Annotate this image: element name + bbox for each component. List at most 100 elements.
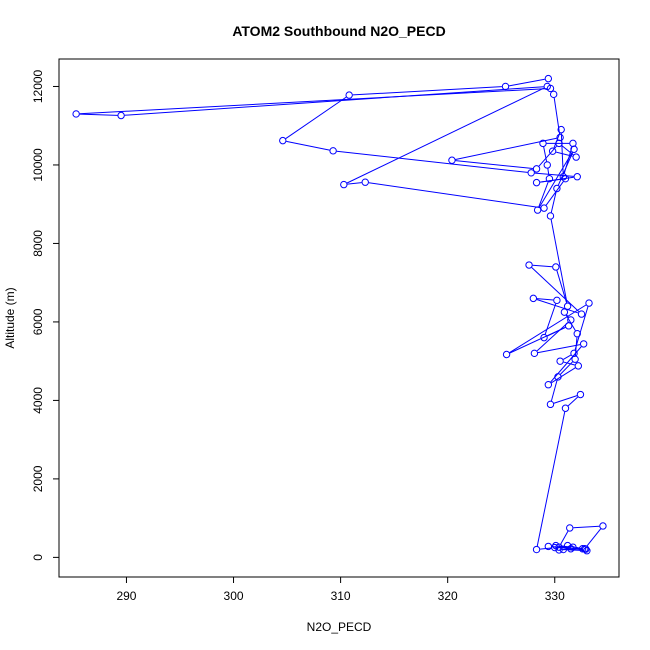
data-point bbox=[574, 362, 583, 370]
data-point bbox=[525, 261, 533, 269]
data-point bbox=[345, 91, 353, 99]
data-point bbox=[556, 357, 564, 365]
data-point bbox=[561, 404, 570, 412]
series-segment bbox=[368, 182, 541, 209]
data-point bbox=[549, 90, 558, 99]
data-point bbox=[548, 147, 557, 155]
data-point bbox=[552, 263, 560, 271]
series-segment bbox=[124, 86, 544, 116]
data-point bbox=[581, 545, 589, 553]
series-segment bbox=[536, 322, 569, 352]
data-point bbox=[530, 349, 539, 358]
data-point bbox=[279, 136, 287, 145]
data-point bbox=[578, 545, 587, 553]
data-point bbox=[571, 355, 579, 363]
data-point bbox=[569, 139, 577, 148]
x-tick-label: 330 bbox=[545, 589, 565, 603]
series-segment bbox=[574, 337, 578, 356]
series-segment bbox=[531, 267, 580, 312]
data-point bbox=[560, 308, 569, 316]
series-segment bbox=[79, 88, 547, 115]
x-tick-label: 290 bbox=[116, 589, 136, 603]
data-point bbox=[576, 390, 585, 399]
series-segment bbox=[352, 86, 502, 96]
data-point bbox=[554, 373, 562, 381]
series-segment bbox=[550, 191, 557, 213]
series-segment bbox=[539, 152, 573, 208]
y-tick-label: 8000 bbox=[31, 230, 45, 257]
series-segment bbox=[553, 97, 561, 134]
data-point bbox=[555, 543, 563, 551]
data-point bbox=[544, 381, 553, 389]
data-point bbox=[532, 165, 541, 173]
series-segment bbox=[536, 411, 566, 547]
series-segment bbox=[566, 314, 569, 318]
series-segment bbox=[508, 78, 545, 87]
y-tick-label: 4000 bbox=[31, 387, 45, 414]
data-point bbox=[566, 524, 574, 532]
data-point bbox=[329, 147, 337, 155]
data-point bbox=[545, 174, 554, 183]
data-point bbox=[599, 522, 607, 530]
y-tick-label: 12000 bbox=[31, 69, 45, 103]
series-segment bbox=[550, 346, 582, 383]
data-point bbox=[546, 400, 555, 409]
series-segment bbox=[550, 219, 568, 303]
series-segment bbox=[556, 270, 568, 303]
series-segment bbox=[563, 361, 575, 366]
series-segment bbox=[79, 113, 118, 116]
data-point bbox=[555, 139, 563, 148]
data-point bbox=[563, 302, 572, 310]
x-tick-label: 300 bbox=[224, 589, 244, 603]
series-segment bbox=[557, 152, 574, 186]
y-tick-label: 2000 bbox=[31, 465, 45, 492]
series-segment bbox=[509, 326, 566, 354]
series-segment bbox=[567, 396, 579, 407]
series-segment bbox=[560, 530, 569, 545]
data-point bbox=[569, 543, 577, 551]
data-point bbox=[573, 329, 581, 338]
series-segment bbox=[532, 264, 553, 268]
series-segment bbox=[285, 96, 347, 140]
data-point bbox=[559, 173, 568, 181]
series-segment bbox=[536, 298, 554, 301]
data-point bbox=[532, 545, 541, 554]
data-point bbox=[544, 542, 553, 551]
data-point bbox=[340, 180, 348, 189]
y-tick-label: 10000 bbox=[31, 148, 45, 182]
series-segment bbox=[537, 344, 581, 354]
data-point bbox=[546, 84, 555, 93]
y-tick-label: 6000 bbox=[31, 308, 45, 335]
data-point bbox=[544, 74, 553, 83]
series-segment bbox=[560, 361, 573, 375]
data-point bbox=[557, 125, 565, 134]
data-point bbox=[553, 184, 561, 193]
data-point bbox=[561, 174, 570, 183]
series-segment bbox=[455, 160, 534, 170]
data-point bbox=[577, 310, 586, 318]
data-point bbox=[448, 156, 456, 164]
y-axis-label: Altitude (m) bbox=[3, 287, 17, 348]
series-segment bbox=[455, 137, 557, 160]
data-point bbox=[540, 204, 548, 212]
series-segment bbox=[545, 181, 564, 206]
data-point bbox=[527, 169, 535, 177]
data-point bbox=[533, 206, 542, 214]
data-point bbox=[570, 145, 578, 153]
series-segment bbox=[574, 306, 589, 351]
data-point bbox=[567, 316, 575, 324]
series-segment bbox=[551, 367, 576, 384]
data-point bbox=[559, 545, 568, 554]
data-point bbox=[529, 294, 538, 303]
data-point bbox=[540, 333, 548, 342]
series-segment bbox=[509, 304, 587, 354]
x-axis: 290 300 310 320 330 bbox=[116, 576, 565, 603]
series-segment bbox=[536, 299, 579, 314]
x-axis-label: N2O_PECD bbox=[307, 620, 372, 634]
series-segment bbox=[346, 87, 545, 184]
series-segment bbox=[562, 354, 572, 360]
data-point bbox=[573, 173, 581, 181]
y-axis: 0 2000 4000 6000 8000 10000 12000 bbox=[31, 69, 60, 561]
series-segment bbox=[336, 150, 528, 173]
